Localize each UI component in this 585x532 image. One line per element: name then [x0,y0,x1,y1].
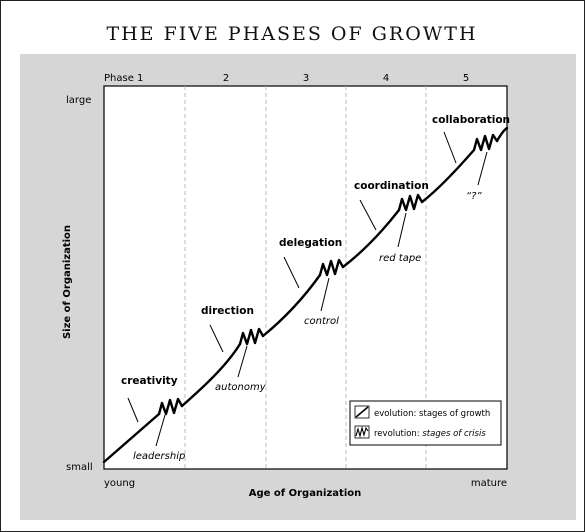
crisis-label-control: control [304,316,339,327]
leader-direction [209,324,224,353]
crisis-label-leadership: leadership [133,451,185,462]
y-axis-title: Size of Organization [62,225,73,339]
revolution-zigzag-4 [397,193,424,212]
leader-red-tape [397,212,407,248]
crisis-label-question: “?” [466,191,482,202]
revolution-zigzag-1 [157,397,184,416]
leader-coordination [359,199,377,231]
legend-revolution-text: revolution: stages of crisis [374,429,486,439]
evolution-segment-5 [420,148,476,204]
evolution-label-delegation: delegation [279,237,342,249]
x-axis-right-label: mature [471,478,507,489]
leader-creativity [127,397,139,423]
revolution-zigzag-5 [472,133,499,152]
evolution-line-icon [355,406,369,418]
leader-leadership [155,414,166,447]
evolution-label-direction: direction [201,305,254,317]
evolution-label-creativity: creativity [121,375,178,387]
crisis-leaders [155,151,488,447]
evolution-segment-2 [180,342,242,408]
phase-dividers [184,86,427,469]
evolution-leaders [127,131,457,423]
phase-label-4: 4 [383,73,389,84]
leader-autonomy [237,345,248,378]
phase-label-1: Phase 1 [104,73,143,84]
legend-revolution-prefix: revolution: [374,429,420,439]
revolution-zigzag-3 [318,258,345,277]
evolution-segment-1 [102,412,161,464]
evolution-segment-6 [495,126,509,143]
leader-question [477,151,488,186]
legend-evolution-text: evolution: stages of growth [374,409,490,419]
x-axis-left-label: young [104,478,135,489]
evolution-label-collaboration: collaboration [432,114,510,126]
legend-revolution-suffix: stages of crisis [422,429,486,439]
revolution-zigzag-2 [238,327,265,346]
legend-box [349,400,502,446]
legend: evolution: stages of growth revolution: … [349,400,502,446]
phase-label-3: 3 [303,73,309,84]
crisis-label-red-tape: red tape [379,253,421,264]
evolution-segment-3 [261,273,322,338]
y-axis-bottom-label: small [66,462,93,473]
leader-delegation [283,256,300,289]
evolution-segment-4 [341,208,401,269]
leader-collaboration [443,131,457,164]
evolution-label-coordination: coordination [354,180,429,192]
growth-curve [102,126,509,464]
leader-control [320,277,330,312]
y-axis-top-label: large [66,95,91,106]
zigzag-icon [355,425,369,439]
page-title: THE FIVE PHASES OF GROWTH [106,23,477,45]
crisis-label-autonomy: autonomy [215,382,267,393]
phase-label-5: 5 [463,73,469,84]
phase-label-2: 2 [223,73,229,84]
x-axis-title: Age of Organization [249,488,362,499]
